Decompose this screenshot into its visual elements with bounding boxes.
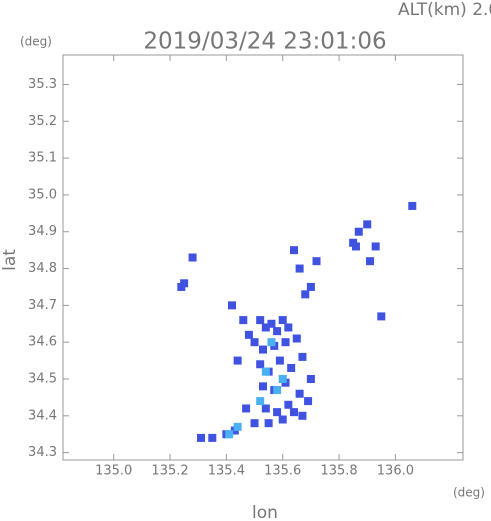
echo-cell: [363, 220, 372, 229]
echo-cell: [301, 290, 310, 299]
echo-cell: [275, 356, 284, 365]
echo-cell: [354, 227, 363, 236]
echo-cell: [278, 316, 287, 325]
x-tick-label: 135.4: [208, 464, 245, 479]
x-unit: (deg): [453, 486, 485, 500]
echo-cell: [298, 352, 307, 361]
echo-cell: [289, 408, 298, 417]
echo-cell: [306, 375, 315, 383]
echo-cell: [244, 330, 253, 339]
y-unit: (deg): [20, 35, 52, 49]
echo-cell: [289, 246, 298, 255]
echo-cell: [208, 433, 217, 442]
echo-cell: [177, 282, 186, 291]
y-tick-label: 34.8: [28, 261, 57, 276]
echo-cell: [304, 397, 313, 406]
echo-cell: [278, 375, 287, 383]
y-tick-label: 35.1: [28, 151, 57, 166]
y-tick-label: 34.5: [28, 372, 57, 387]
echo-cell: [312, 257, 321, 266]
echo-cell: [278, 415, 287, 424]
y-tick-label: 35.0: [28, 187, 57, 202]
echo-cell: [188, 253, 197, 262]
echo-cell: [281, 338, 290, 347]
chart-title: 2019/03/24 23:01:06: [143, 29, 386, 55]
echo-cell: [228, 301, 237, 310]
echo-cell: [273, 327, 282, 336]
y-tick-label: 34.6: [28, 335, 57, 350]
echo-cell: [242, 404, 251, 413]
echo-cell: [273, 408, 282, 417]
y-tick-label: 35.3: [28, 77, 57, 92]
echo-cell: [298, 411, 307, 420]
echo-cell: [351, 242, 360, 251]
echo-cell: [284, 323, 293, 332]
echo-cell: [259, 345, 267, 354]
y-tick-label: 34.7: [28, 298, 57, 313]
echo-cell: [267, 338, 276, 347]
x-tick-label: 136.0: [377, 464, 414, 479]
y-tick-label: 34.3: [28, 445, 57, 460]
x-tick-label: 135.0: [95, 464, 132, 479]
y-tick-label: 35.2: [28, 114, 57, 129]
y-tick-label: 34.9: [28, 224, 57, 239]
echo-cell: [287, 363, 296, 372]
x-axis-label: lon: [252, 503, 278, 521]
echo-cell: [233, 422, 242, 431]
echo-cell: [261, 323, 270, 332]
x-tick-label: 135.6: [264, 464, 301, 479]
echo-cell: [295, 264, 304, 273]
echo-cell: [408, 201, 417, 210]
echo-cell: [233, 356, 242, 365]
echo-cell: [259, 382, 267, 391]
echo-cell: [261, 367, 270, 376]
echo-cell: [284, 400, 293, 409]
echo-cell: [239, 316, 248, 325]
y-axis-label: lat: [0, 249, 20, 271]
echo-cell: [264, 419, 273, 428]
echo-cell: [197, 433, 206, 442]
echo-cell: [371, 242, 380, 251]
echo-cell: [273, 386, 282, 395]
altitude-label: ALT(km) 2.0: [398, 0, 491, 20]
echo-cell: [292, 334, 301, 343]
echo-cell: [250, 419, 259, 428]
echo-cell: [366, 257, 375, 266]
echo-cell: [225, 430, 234, 439]
x-tick-label: 135.8: [320, 464, 357, 479]
plot-frame: [62, 54, 464, 461]
echo-cell: [295, 389, 304, 398]
x-tick-label: 135.2: [151, 464, 188, 479]
echo-cell: [256, 397, 265, 406]
echo-cell: [250, 338, 259, 347]
echo-cell: [377, 312, 386, 321]
y-tick-label: 34.4: [28, 408, 57, 423]
echo-cell: [261, 404, 270, 413]
echo-cell: [306, 282, 315, 291]
echo-cell: [256, 360, 265, 369]
echo-cell: [267, 319, 276, 328]
echo-cell: [256, 316, 265, 325]
